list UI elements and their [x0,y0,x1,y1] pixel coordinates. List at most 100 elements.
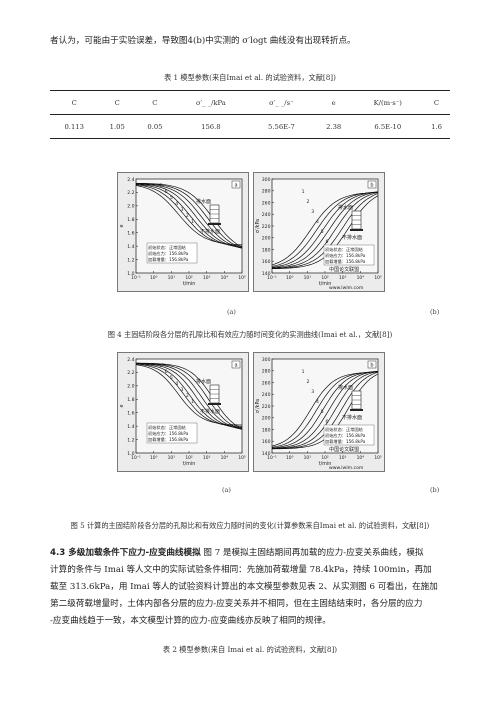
curve-label: 2 [306,379,309,385]
state-line: 加载增量：156.8kPa [325,438,366,445]
state-line: 初始应力：156.8kPa [148,250,189,257]
layer-curve [136,362,243,430]
x-tick-label: 10³ [339,275,347,281]
section-4-3-line2: 计算的条件与 Imai 等人文中的实际试验条件相同：先施加荷载增量 78.4kP… [50,565,432,575]
curve-label: 3 [181,207,184,213]
y-tick-label: 1.4 [127,244,134,250]
state-box [146,422,198,444]
y-tick-label: 260 [262,380,271,386]
y-tick-label: 300 [262,177,271,183]
curve-label: 7 [159,363,162,369]
fig5-sub-a: (a) [222,486,231,494]
fig4-sub-a: (a) [227,308,236,316]
state-line: 初始应力：156.8kPa [325,432,366,439]
watermark-url: www.lwlm.com [329,465,364,471]
table1-row: 0.113 1.05 0.05 156.8 5.56E-7 2.38 6.5E-… [50,115,450,139]
y-axis-label: e [120,404,125,407]
y-tick-label: 280 [262,369,271,375]
table1-header: C [114,98,120,107]
curve-label: 1 [302,189,305,195]
layer-curve [135,183,243,248]
panel-tag: b [370,363,373,369]
base-plate [208,403,221,405]
table1-header-row: C C C σ′_ _/kPa σ′_ _/s⁻ e K/(m·s⁻) C [50,90,450,115]
y-tick-label: 1.6 [127,411,134,417]
state-line: 初始状态：正常固结 [148,424,186,431]
table1-cell: 5.56E-7 [268,122,295,131]
layer-curve [271,191,379,269]
drain-top-label: 排水面 [338,384,353,391]
table1: C C C σ′_ _/kPa σ′_ _/s⁻ e K/(m·s⁻) C 0.… [50,90,450,139]
y-tick-label: 240 [262,392,271,398]
layer-curve [135,363,243,429]
drain-bottom-label: 不排水面 [342,414,362,421]
section-4-3-text1: 图 7 是模拟主固结期间再加载的应力-应变关系曲线，模拟 [200,548,424,558]
x-tick-label: 10² [185,455,193,461]
x-tick-label: 10⁻¹ [131,275,141,281]
y-tick-label: 2.0 [127,384,134,390]
fig4-b-panel: 300 280 260 240 220 200 180 160 140 10⁻¹ 10⁰ 10¹ 10²… [253,172,385,292]
y-tick-label: 260 [262,200,271,206]
x-tick-label: 10⁵ [238,455,246,461]
state-line: 加载增量：156.8kPa [325,258,366,265]
section-4-3-heading: 4.3 多级加载条件下应力-应变曲线模拟 [50,548,201,558]
layer-curve [271,370,379,449]
x-tick-label: 10⁰ [286,275,294,281]
y-tick-label: 300 [262,357,271,363]
drain-top-label: 排水面 [196,198,211,205]
layer-curve [271,371,379,448]
state-line: 初始状态：正常固结 [325,426,363,433]
paragraph-top: 者认为，可能由于实验误差，导致图4(b)中实测的 σ′logt 曲线没有出现转折… [50,36,356,46]
curve-label: 5 [170,195,173,201]
table1-header: C [71,98,77,107]
watermark-text: 中国论文联盟 [329,446,359,453]
state-line: 初始应力：156.8kPa [325,252,366,259]
x-tick-label: 10⁰ [286,455,294,461]
layer-curve [271,192,379,269]
curve-label: 5 [321,409,324,415]
fig4-a-plot: 2.4 2.2 2.0 1.8 1.6 1.4 1.2 1.010⁻¹ 10⁰ 10¹ 10² 10³… [120,177,246,287]
x-axis-label: t/min [183,281,196,287]
curve-label: 4 [175,201,178,207]
layer-curve [271,191,379,268]
y-tick-label: 180 [262,247,271,253]
curve-label: 2 [186,213,189,219]
section-4-3-line5: -应变曲线趋于一致，本文模型计算的应力-应变曲线亦反映了相同的规律。 [50,616,331,626]
curve-label: 3 [311,389,314,395]
x-tick-label: 10¹ [304,455,312,461]
x-tick-label: 10³ [203,455,211,461]
y-tick-label: 200 [262,236,271,242]
y-tick-label: 1.0 [127,271,134,277]
panel-tag-box [231,180,241,189]
y-tick-label: 160 [262,259,271,265]
y-tick-label: 1.2 [127,257,134,263]
layer-curve [271,192,379,266]
x-tick-label: 10⁻¹ [267,455,277,461]
x-tick-label: 10¹ [304,275,312,281]
y-tick-label: 2.0 [127,204,134,210]
drain-bottom-label: 不排水面 [200,228,220,235]
table1-header: C [433,98,440,107]
y-tick-label: 1.0 [127,451,134,457]
curve-label: 6 [326,419,329,425]
layer-curve [136,362,243,430]
base-plate [350,409,363,411]
layer-curve [271,191,379,267]
y-tick-label: 1.4 [127,424,134,430]
layer-curve [135,182,243,249]
y-tick-label: 280 [262,189,271,195]
state-line: 加载增量：156.8kPa [148,256,189,263]
x-axis-label: t/min [183,461,196,467]
y-axis-label: e [120,224,125,227]
fig5-b-panel: 300 280 260 240 220 200 180 160 140 10⁻¹ 10⁰ 10¹ 10²… [253,352,385,472]
y-tick-label: 2.4 [127,357,134,363]
curve-label: 1 [191,219,194,225]
table1-header: σ′_ _/kPa [195,98,226,107]
curve-label: 1 [302,369,305,375]
watermark-url: www.lwlm.com [329,285,364,291]
curve-label: 7 [159,183,162,189]
x-axis-label: t/min [319,281,332,287]
x-tick-label: 10² [321,275,329,281]
table1-header: K/(m·s⁻) [373,98,402,107]
y-tick-label: 1.6 [127,231,134,237]
